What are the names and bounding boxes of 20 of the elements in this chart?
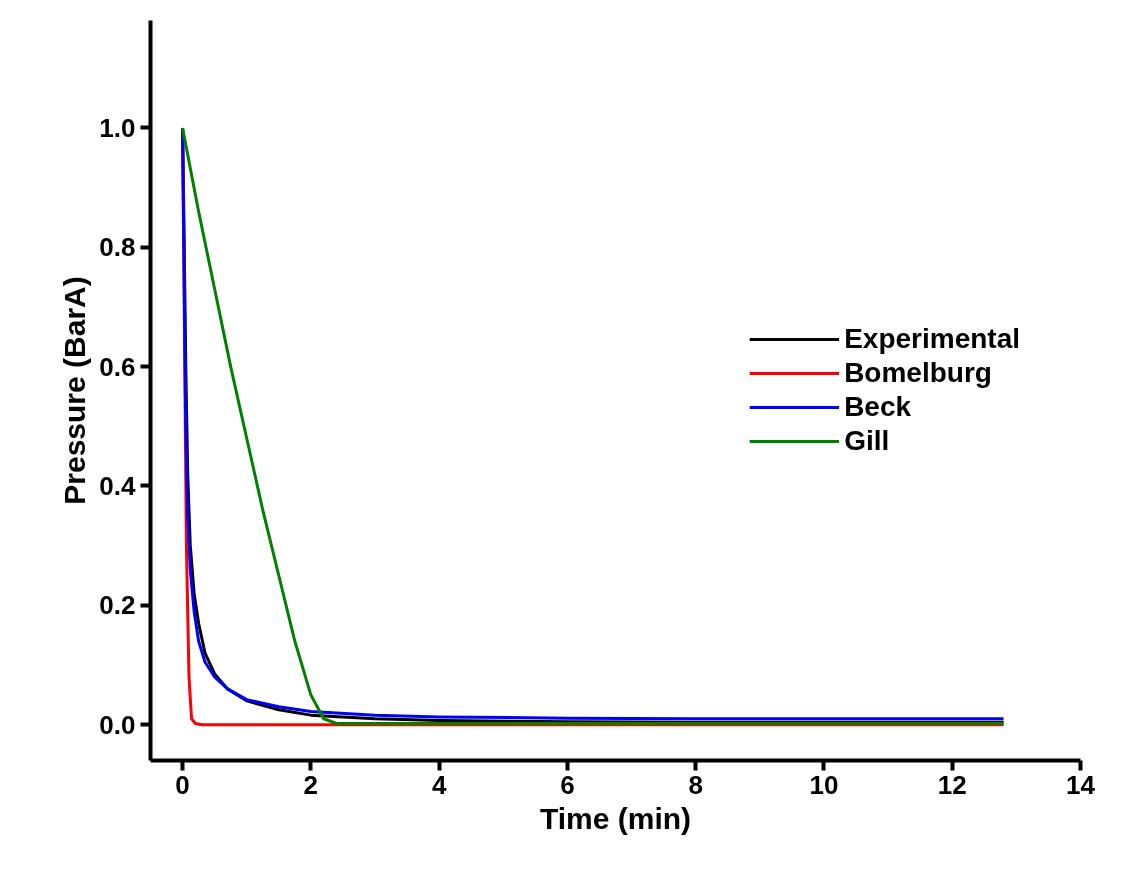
y-tick-label: 0.4 [99,470,137,501]
y-tick-label: 0.0 [99,709,136,740]
y-axis-title: Pressure (BarA) [58,276,92,505]
legend-label: Beck [844,391,912,423]
y-tick-label: 0.2 [99,590,136,621]
legend-label: Experimental [844,323,1020,355]
legend-label: Bomelburg [844,357,992,389]
y-tick-label: 0.8 [99,232,136,263]
x-axis-title: Time (min) [539,801,692,835]
x-tick-label: 10 [809,769,839,800]
x-tick-label: 0 [175,769,190,800]
x-tick-label: 8 [688,769,703,800]
y-tick-label: 1.0 [99,112,136,143]
x-tick-label: 14 [1066,769,1096,800]
x-tick-label: 12 [937,769,967,800]
x-tick-label: 2 [303,769,319,800]
x-tick-label: 6 [560,769,575,800]
legend-label: Gill [844,425,890,457]
x-tick-label: 4 [431,769,447,800]
y-tick-label: 0.6 [99,351,136,382]
